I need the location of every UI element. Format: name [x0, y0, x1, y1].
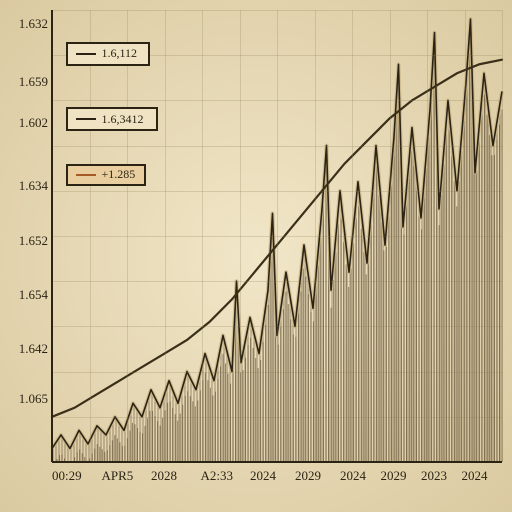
gridline-horizontal: [52, 10, 502, 11]
y-axis: [51, 10, 53, 462]
x-tick-label: 2023: [421, 468, 447, 484]
x-tick-label: APR5: [102, 468, 134, 484]
y-tick-label: 1.642: [19, 341, 48, 357]
x-tick-label: 2024: [340, 468, 366, 484]
legend-item: 1.6,112: [66, 42, 150, 66]
legend-item: +1.285: [66, 164, 146, 186]
y-tick-label: 1.634: [19, 178, 48, 194]
y-tick-label: 1.602: [19, 115, 48, 131]
x-tick-label: 2024: [250, 468, 276, 484]
gridline-horizontal: [52, 372, 502, 373]
y-tick-label: 1.654: [19, 287, 48, 303]
legend-label: +1.285: [102, 167, 136, 182]
y-tick-label: 1.632: [19, 16, 48, 32]
x-tick-label: 2024: [462, 468, 488, 484]
x-tick-label: 2029: [381, 468, 407, 484]
gridline-vertical: [502, 10, 503, 462]
x-axis: [52, 461, 502, 463]
y-tick-label: 1.652: [19, 233, 48, 249]
gridline-horizontal: [52, 100, 502, 101]
gridline-horizontal: [52, 281, 502, 282]
legend-swatch: [76, 53, 96, 55]
y-tick-label: 1.659: [19, 74, 48, 90]
x-tick-label: A2:33: [201, 468, 234, 484]
gridline-horizontal: [52, 191, 502, 192]
legend-label: 1.6,112: [102, 46, 138, 61]
legend-label: 1.6,3412: [102, 112, 144, 127]
gridline-horizontal: [52, 326, 502, 327]
legend-swatch: [76, 118, 96, 120]
x-tick-label: 2029: [295, 468, 321, 484]
gridline-horizontal: [52, 417, 502, 418]
chart-page: 1.632 1.659 1.602 1.634 1.652 1.654 1.642 1.065…: [0, 0, 512, 512]
legend-swatch: [76, 174, 96, 176]
y-tick-label: 1.065: [19, 391, 48, 407]
gridline-horizontal: [52, 236, 502, 237]
plot-area: [52, 10, 502, 462]
legend-item: 1.6,3412: [66, 107, 158, 131]
gridline-horizontal: [52, 146, 502, 147]
x-tick-label: 00:29: [52, 468, 82, 484]
x-tick-label: 2028: [151, 468, 177, 484]
